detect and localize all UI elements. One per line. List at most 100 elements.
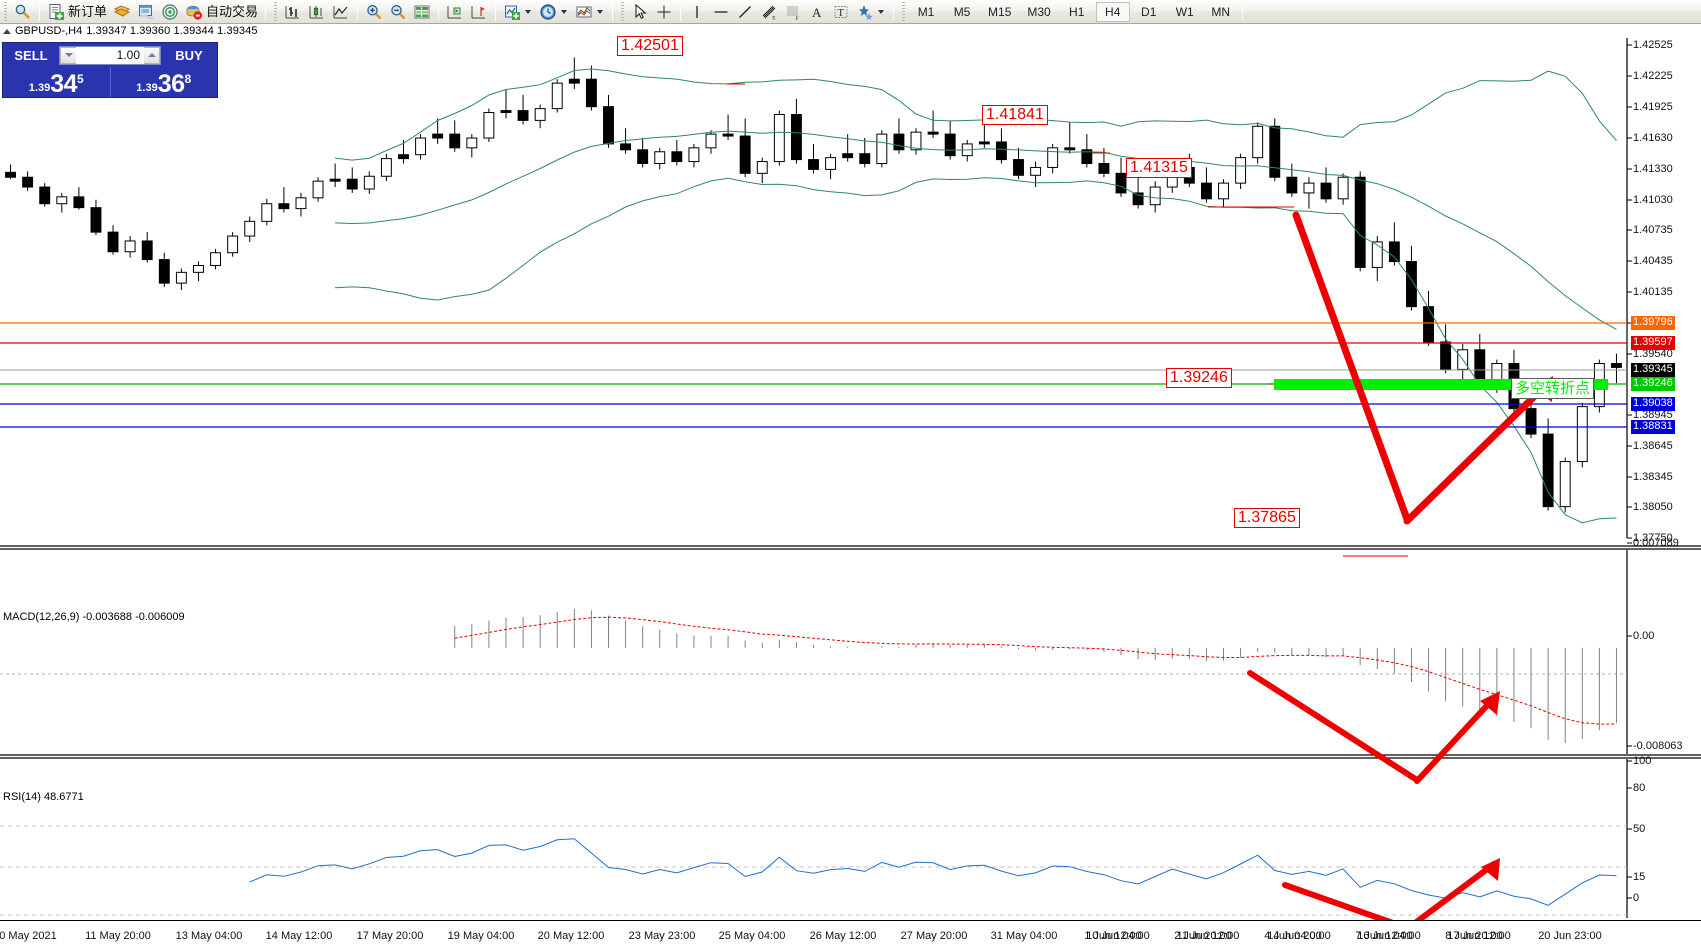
time-axis-tick: 23 May 23:00 [628,930,696,942]
zoom-out-button[interactable] [386,1,410,23]
data-window-button[interactable] [158,1,182,23]
bar-chart-button[interactable] [281,1,305,23]
timeframe-m5[interactable]: M5 [953,4,971,19]
sell-price-prefix: 1.39 [28,82,51,94]
chevron-down-icon-2[interactable] [561,9,568,14]
rsi-axis-tick: 80 [1633,782,1646,794]
volume-stepper[interactable]: 1.00 [59,45,161,65]
periods-button[interactable] [536,1,572,23]
price-callout-high[interactable]: 1.42501 [617,36,683,56]
bar-chart-icon [285,5,300,19]
toolbar-grip-3[interactable] [619,1,627,22]
volume-value[interactable]: 1.00 [76,46,144,64]
auto-trading-button[interactable]: 自动交易 [182,1,261,23]
chevron-down-icon-3[interactable] [597,9,604,14]
chevron-down-icon[interactable] [525,9,532,14]
toolbar-grip-2[interactable] [272,1,280,22]
sell-button[interactable]: SELL [14,47,48,63]
collapse-triangle-icon[interactable] [3,28,11,34]
candlestick [876,130,888,168]
buy-quote[interactable]: 1.39 36 8 [109,67,218,97]
macd-title: MACD(12,26,9) -0.003688 -0.006009 [3,611,185,623]
fibonacci-tool-button[interactable]: F [781,1,805,23]
timeframe-d1[interactable]: D1 [1141,4,1157,19]
price-callout-break[interactable]: 1.41315 [1126,158,1192,178]
toolbar-grip-4[interactable] [900,1,908,22]
trendline-icon [739,5,751,18]
time-axis-tick: 1 Jun 12:00 [1084,930,1142,942]
toolbar-separator-9 [1241,2,1243,21]
label-tool-button[interactable]: T [829,1,853,23]
line-chart-button[interactable] [329,1,353,23]
candlestick [295,192,307,217]
price-callout-low[interactable]: 1.37865 [1234,508,1300,528]
magnifier-icon-button[interactable] [11,1,35,23]
market-watch-button[interactable] [134,1,158,23]
buy-button[interactable]: BUY [175,47,203,63]
rsi-pane [249,838,1617,906]
candlestick [363,171,375,194]
timeframe-h4[interactable]: H4 [1095,1,1130,22]
chart-shift-grid-button[interactable] [410,1,434,23]
time-axis: 0 May 2021 11 May 20:00 13 May 04:00 14 May… [0,920,1701,944]
price-axis-tag[interactable]: 1.39796 [1631,316,1675,330]
sell-quote[interactable]: 1.39 34 5 [3,67,110,97]
horizontal-line-tool-button[interactable] [709,1,733,23]
price-axis-tick: 1.38645 [1633,440,1673,452]
timeframe-m30[interactable]: M30 [1027,4,1051,19]
zoom-in-button[interactable] [362,1,386,23]
shapes-tool-button[interactable] [853,1,889,23]
auto-scroll-button[interactable] [443,1,467,23]
indicators-button[interactable] [500,1,536,23]
equidistant-channel-tool-button[interactable]: E [757,1,781,23]
crosshair-tool-button[interactable] [652,1,676,23]
new-order-button[interactable]: 新订单 [44,1,110,23]
history-center-button[interactable] [110,1,134,23]
time-axis-tick: 10 Jun 04:00 [1086,930,1150,942]
candlestick [466,134,478,158]
price-callout-mid[interactable]: 1.41841 [982,105,1048,125]
price-axis-tag[interactable]: 1.39246 [1631,377,1675,391]
line-chart-icon [333,5,348,19]
cursor-tool-button[interactable] [628,1,652,23]
trendline-tool-button[interactable] [733,1,757,23]
price-axis-tag[interactable]: 1.39597 [1631,336,1675,350]
price-callout-support[interactable]: 1.39246 [1166,368,1232,388]
timeframe-m15[interactable]: M15 [988,4,1012,19]
toolbar-separator-2 [265,2,267,21]
price-axis-tag[interactable]: 1.39038 [1631,397,1675,411]
price-axis-tag[interactable]: 1.39345 [1631,363,1675,377]
candlestick [756,157,768,184]
price-axis-tag[interactable]: 1.38831 [1631,420,1675,434]
candlestick [859,138,871,168]
shapes-icon [859,4,873,20]
text-tool-button[interactable]: A [805,1,829,23]
one-click-trading-panel[interactable]: SELL 1.00 BUY 1.39 34 5 1.39 36 8 [2,42,218,98]
candlestick [39,183,51,207]
macd-trend-arrow-drawing[interactable] [1247,670,1500,784]
timeframe-m1[interactable]: M1 [917,4,935,19]
templates-button[interactable] [572,1,608,23]
timeframe-mn[interactable]: MN [1211,4,1231,19]
sell-price-fraction: 5 [77,72,84,86]
time-axis-tick: 14 Jun 20:00 [1267,930,1331,942]
chart-shift-end-button[interactable] [467,1,491,23]
chart-canvas[interactable] [0,38,1701,944]
candlestick-icon [309,5,324,19]
macd-axis-tick: -0.008063 [1633,740,1683,752]
toolbar-grip[interactable] [2,1,9,22]
chart-shift-icon [471,5,486,19]
volume-increase-button[interactable] [144,46,160,64]
toolbar-separator-3 [357,2,359,21]
vertical-line-tool-button[interactable] [685,1,709,23]
bull-bear-turning-point-note[interactable]: 多空转折点 [1511,378,1595,399]
timeframe-h1[interactable]: H1 [1069,4,1085,19]
candlestick-chart-button[interactable] [305,1,329,23]
chart-area[interactable]: MACD(12,26,9) -0.003688 -0.006009 RSI(14… [0,36,1701,944]
time-axis-tick: 11 May 20:00 [85,930,151,942]
timeframe-w1[interactable]: W1 [1175,4,1194,19]
svg-text:A: A [812,5,822,20]
chevron-down-icon-4[interactable] [878,9,885,14]
volume-decrease-button[interactable] [60,46,76,64]
symbol-ohlc: 1.39347 1.39360 1.39344 1.39345 [86,25,258,37]
